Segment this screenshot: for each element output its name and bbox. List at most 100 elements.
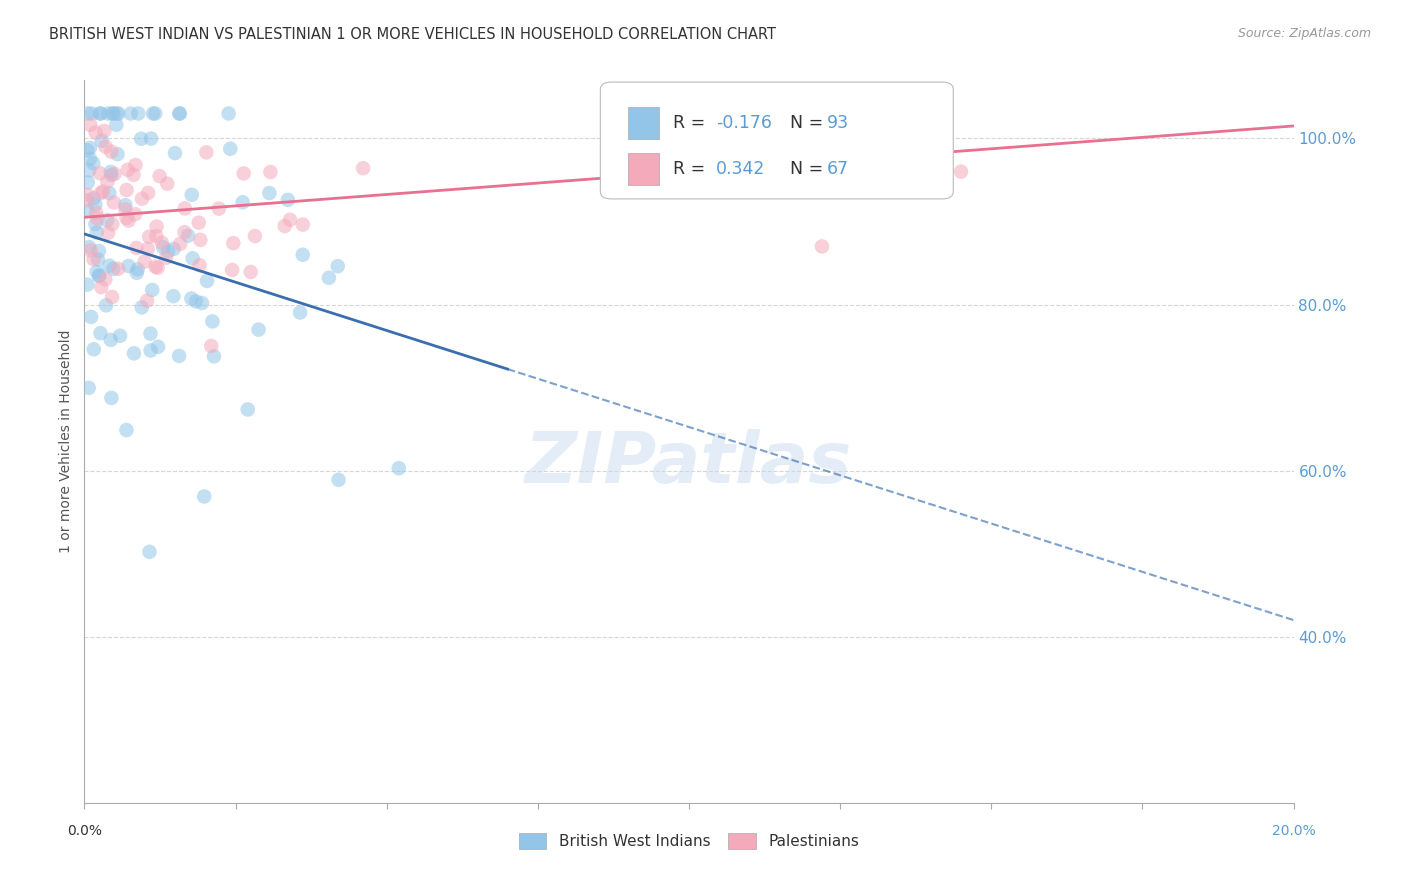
Point	[131, 301, 153, 315]
Point	[115, 183, 138, 197]
Point	[208, 202, 231, 216]
Point	[146, 340, 169, 354]
Point	[90, 186, 112, 201]
Point	[188, 258, 211, 272]
Point	[125, 266, 148, 280]
Point	[352, 161, 374, 176]
Point	[77, 240, 100, 254]
Point	[169, 236, 191, 251]
Point	[89, 106, 111, 120]
Point	[76, 106, 98, 120]
Point	[122, 346, 145, 360]
Point	[97, 106, 120, 120]
Point	[89, 268, 111, 283]
Point	[277, 193, 299, 207]
Point	[80, 310, 103, 324]
Text: 0.0%: 0.0%	[67, 823, 101, 838]
Text: -0.176: -0.176	[716, 114, 772, 132]
Point	[167, 349, 190, 363]
Point	[326, 259, 349, 273]
Point	[96, 175, 118, 189]
Point	[139, 343, 162, 358]
Point	[193, 490, 215, 504]
Point	[76, 144, 98, 158]
Point	[200, 339, 222, 353]
Point	[129, 132, 152, 146]
Point	[101, 106, 124, 120]
Point	[146, 260, 169, 275]
Point	[149, 169, 172, 183]
Text: 20.0%: 20.0%	[1271, 823, 1316, 838]
Point	[136, 186, 159, 200]
Point	[136, 242, 159, 256]
Point	[84, 126, 107, 140]
Point	[219, 142, 242, 156]
Legend: British West Indians, Palestinians: British West Indians, Palestinians	[519, 833, 859, 849]
Text: 0.342: 0.342	[716, 161, 765, 178]
Point	[120, 106, 142, 120]
Point	[139, 131, 162, 145]
Point	[86, 265, 108, 279]
Point	[239, 265, 262, 279]
Point	[93, 124, 115, 138]
Point	[98, 259, 121, 273]
Point	[86, 211, 108, 226]
Point	[127, 106, 149, 120]
Y-axis label: 1 or more Vehicles in Household: 1 or more Vehicles in Household	[59, 330, 73, 553]
Point	[180, 187, 202, 202]
Point	[77, 163, 100, 178]
Point	[150, 235, 173, 250]
Point	[115, 423, 138, 437]
Point	[201, 314, 224, 328]
Point	[117, 162, 139, 177]
Point	[167, 106, 190, 120]
Point	[122, 168, 145, 182]
Point	[145, 229, 167, 244]
Point	[187, 216, 209, 230]
Point	[202, 349, 225, 363]
Point	[107, 106, 129, 120]
Point	[177, 228, 200, 243]
Point	[89, 326, 111, 340]
Point	[131, 192, 153, 206]
Point	[180, 292, 202, 306]
Point	[117, 259, 139, 273]
Point	[103, 167, 125, 181]
Point	[84, 217, 107, 231]
Point	[125, 241, 148, 255]
Point	[79, 141, 101, 155]
Point	[222, 236, 245, 251]
Point	[243, 229, 266, 244]
Point	[221, 263, 243, 277]
Point	[87, 252, 110, 267]
Point	[105, 118, 128, 132]
Text: ZIPatlas: ZIPatlas	[526, 429, 852, 498]
Point	[87, 244, 110, 258]
Point	[77, 381, 100, 395]
Point	[84, 206, 107, 220]
Point	[127, 262, 149, 277]
Point	[138, 545, 160, 559]
Point	[103, 195, 125, 210]
Point	[96, 213, 118, 227]
Point	[87, 268, 110, 283]
Point	[76, 176, 98, 190]
Point	[107, 261, 129, 276]
Point	[273, 219, 295, 233]
Point	[143, 106, 166, 120]
Point	[169, 106, 191, 120]
Point	[163, 146, 186, 161]
Point	[76, 277, 98, 292]
Point	[100, 165, 122, 179]
Point	[288, 305, 311, 319]
Point	[388, 461, 411, 475]
Point	[188, 233, 211, 247]
Text: R =: R =	[673, 161, 711, 178]
Point	[134, 254, 156, 268]
Point	[83, 343, 105, 357]
Point	[115, 211, 138, 225]
Point	[105, 106, 128, 120]
Point	[155, 251, 177, 265]
Point	[145, 260, 167, 274]
Point	[79, 118, 101, 132]
